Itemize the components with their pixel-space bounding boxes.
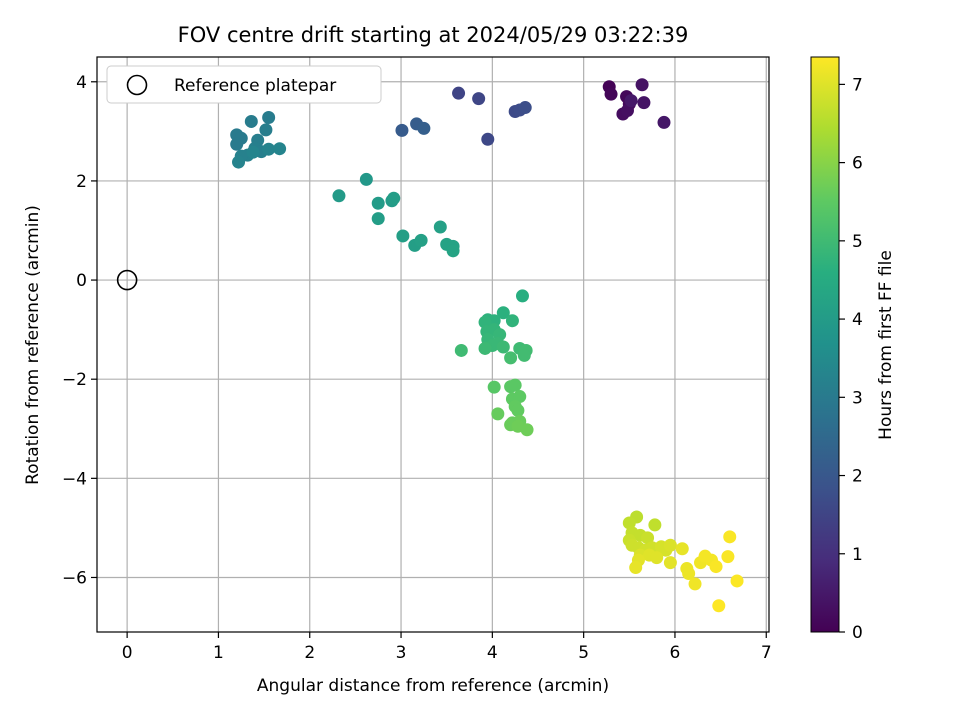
colorbar-tick-label: 2 [852, 467, 863, 487]
data-point [472, 92, 486, 106]
y-tick-label: −2 [62, 370, 87, 390]
y-tick-label: 2 [76, 172, 87, 192]
data-point [688, 577, 702, 591]
data-point [657, 115, 671, 129]
colorbar-tick-label: 0 [852, 623, 863, 643]
colorbar-tick-label: 6 [852, 154, 863, 174]
data-point [452, 86, 466, 100]
y-tick-label: 0 [76, 271, 87, 291]
legend-marker-icon [126, 74, 148, 96]
data-point [230, 137, 244, 151]
data-point [454, 343, 468, 357]
data-point [730, 574, 744, 588]
data-point [371, 212, 385, 226]
data-point [663, 538, 677, 552]
data-point [620, 104, 634, 118]
data-point [481, 132, 495, 146]
data-point [511, 403, 525, 417]
legend-box [106, 65, 382, 104]
x-tick-label: 2 [304, 643, 315, 663]
data-point [446, 244, 460, 258]
data-point [515, 289, 529, 303]
x-axis-ticks: 0 1 2 3 4 5 6 7 [122, 632, 772, 663]
colorbar-tick-label: 1 [852, 545, 863, 565]
data-point [513, 390, 527, 404]
data-point [262, 110, 276, 124]
y-axis-ticks: −6 −4 −2 0 2 4 [62, 73, 97, 588]
data-point [496, 306, 510, 320]
x-tick-label: 3 [396, 643, 407, 663]
data-point [622, 516, 636, 530]
data-point [604, 87, 618, 101]
data-point [417, 121, 431, 135]
reference-marker [116, 269, 138, 291]
colorbar-tick-label: 7 [852, 75, 863, 95]
data-point [371, 196, 385, 210]
legend: Reference platepar [106, 65, 382, 104]
data-point [650, 551, 664, 565]
data-point [682, 567, 696, 581]
data-point [359, 172, 373, 186]
data-point [491, 407, 505, 421]
data-point [246, 145, 260, 159]
data-point [504, 351, 518, 365]
colorbar-tick-label: 3 [852, 388, 863, 408]
data-point [395, 123, 409, 137]
y-axis-label: Rotation from reference (arcmin) [23, 205, 43, 485]
y-tick-label: 4 [76, 73, 87, 93]
reference-point-marker [116, 269, 138, 291]
data-point [641, 531, 655, 545]
colorbar: 0 1 2 3 4 5 6 7 Hours from first FF file [810, 56, 896, 643]
data-point [675, 542, 689, 556]
x-tick-label: 7 [761, 643, 772, 663]
data-point [387, 191, 401, 205]
data-point [518, 101, 532, 115]
colorbar-label: Hours from first FF file [876, 250, 896, 440]
data-point [273, 142, 287, 156]
colorbar-gradient [810, 56, 840, 633]
data-point [396, 229, 410, 243]
chart-title: FOV centre drift starting at 2024/05/29 … [178, 23, 689, 47]
y-tick-label: −6 [62, 568, 87, 588]
colorbar-tick-label: 5 [852, 232, 863, 252]
data-point [721, 550, 735, 564]
x-tick-label: 1 [213, 643, 224, 663]
x-tick-label: 4 [487, 643, 498, 663]
data-point [712, 599, 726, 613]
x-tick-label: 0 [122, 643, 133, 663]
data-point [259, 123, 273, 137]
data-point [505, 314, 519, 328]
data-point [433, 220, 447, 234]
legend-entry-reference: Reference platepar [174, 76, 336, 96]
y-tick-label: −4 [62, 469, 87, 489]
data-point [496, 340, 510, 354]
data-point [520, 423, 534, 437]
data-point [709, 560, 723, 574]
data-point [232, 155, 246, 169]
data-point [517, 348, 531, 362]
colorbar-tick-label: 4 [852, 310, 863, 330]
data-point [637, 96, 651, 110]
data-point [414, 233, 428, 247]
data-point [262, 142, 276, 156]
x-tick-label: 5 [578, 643, 589, 663]
data-point [629, 561, 643, 575]
plot-frame [96, 56, 770, 633]
data-point [478, 341, 492, 355]
data-point [244, 114, 258, 128]
x-axis-label: Angular distance from reference (arcmin) [257, 676, 609, 696]
data-point [624, 94, 638, 108]
data-point [635, 78, 649, 92]
data-point [332, 189, 346, 203]
data-point [487, 380, 501, 394]
colorbar-ticks: 0 1 2 3 4 5 6 7 [839, 75, 863, 643]
data-point [508, 378, 522, 392]
data-point [648, 518, 662, 532]
data-point [723, 530, 737, 544]
data-points [230, 78, 744, 613]
x-tick-label: 6 [670, 643, 681, 663]
data-point [663, 556, 677, 570]
